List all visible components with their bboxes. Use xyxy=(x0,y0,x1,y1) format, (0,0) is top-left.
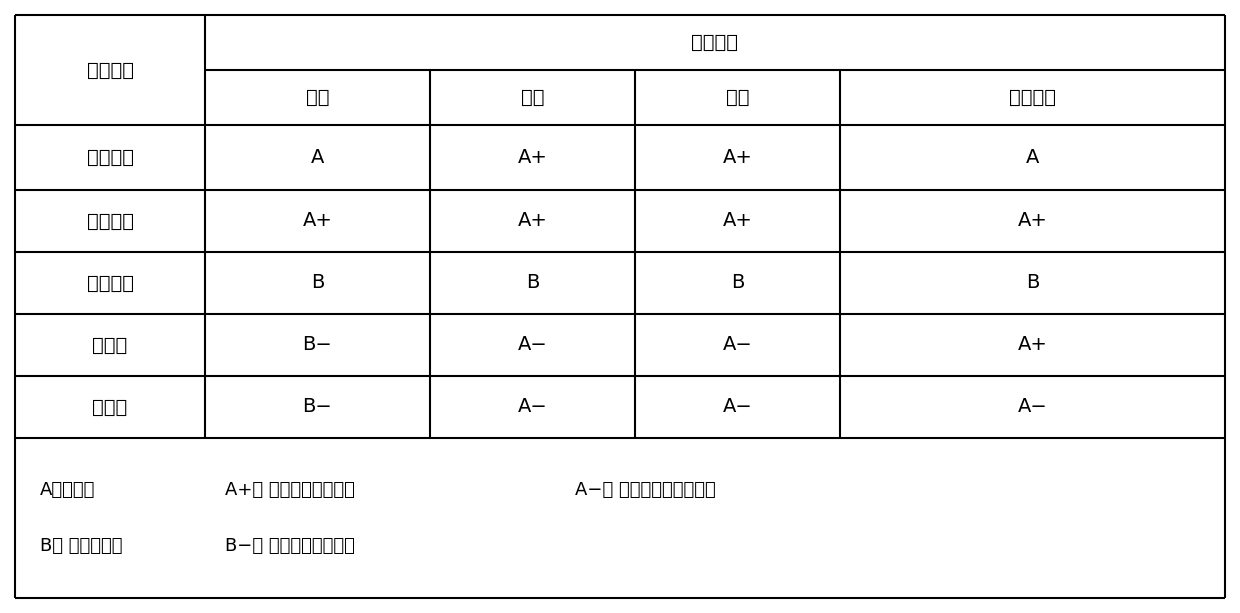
Text: A+: A+ xyxy=(1018,335,1048,354)
Text: 氪氧化钓: 氪氧化钓 xyxy=(87,148,134,167)
Text: B: B xyxy=(730,273,744,292)
Text: B−: B− xyxy=(303,335,332,354)
Text: 氪氧化钒: 氪氧化钒 xyxy=(87,211,134,230)
Text: B: B xyxy=(526,273,539,292)
Text: A+： 分层且界面清晰；: A+： 分层且界面清晰； xyxy=(224,481,355,499)
Text: A+: A+ xyxy=(303,211,332,230)
Text: A+: A+ xyxy=(1018,211,1048,230)
Text: A: A xyxy=(311,148,324,167)
Text: A−: A− xyxy=(723,397,753,416)
Text: A+: A+ xyxy=(723,211,753,230)
Text: B: B xyxy=(1025,273,1039,292)
Text: 氪氧化锂: 氪氧化锂 xyxy=(87,273,134,292)
Text: A−： 分层但又固体析出；: A−： 分层但又固体析出； xyxy=(575,481,715,499)
Text: B: B xyxy=(311,273,324,292)
Text: B： 均不分层；: B： 均不分层； xyxy=(40,537,123,555)
Text: 有机溶剂: 有机溶剂 xyxy=(692,33,739,52)
Text: B−: B− xyxy=(303,397,332,416)
Text: 无机溶质: 无机溶质 xyxy=(87,61,134,80)
Text: 乙酯: 乙酯 xyxy=(521,88,544,107)
Text: A−: A− xyxy=(723,335,753,354)
Text: B−： 不分层且固体析出: B−： 不分层且固体析出 xyxy=(224,537,355,555)
Text: 乙醇: 乙醇 xyxy=(306,88,330,107)
Text: A+: A+ xyxy=(723,148,753,167)
Text: 氯化钓: 氯化钓 xyxy=(92,335,128,354)
Text: A+: A+ xyxy=(517,148,547,167)
Text: 硫酸钓: 硫酸钓 xyxy=(92,397,128,416)
Text: A：分层；: A：分层； xyxy=(40,481,95,499)
Text: A−: A− xyxy=(517,335,547,354)
Text: 四氢咄嗄: 四氢咄嗄 xyxy=(1009,88,1056,107)
Text: A: A xyxy=(1025,148,1039,167)
Text: 丙酮: 丙酮 xyxy=(725,88,749,107)
Text: A−: A− xyxy=(1018,397,1048,416)
Text: A−: A− xyxy=(517,397,547,416)
Text: A+: A+ xyxy=(517,211,547,230)
